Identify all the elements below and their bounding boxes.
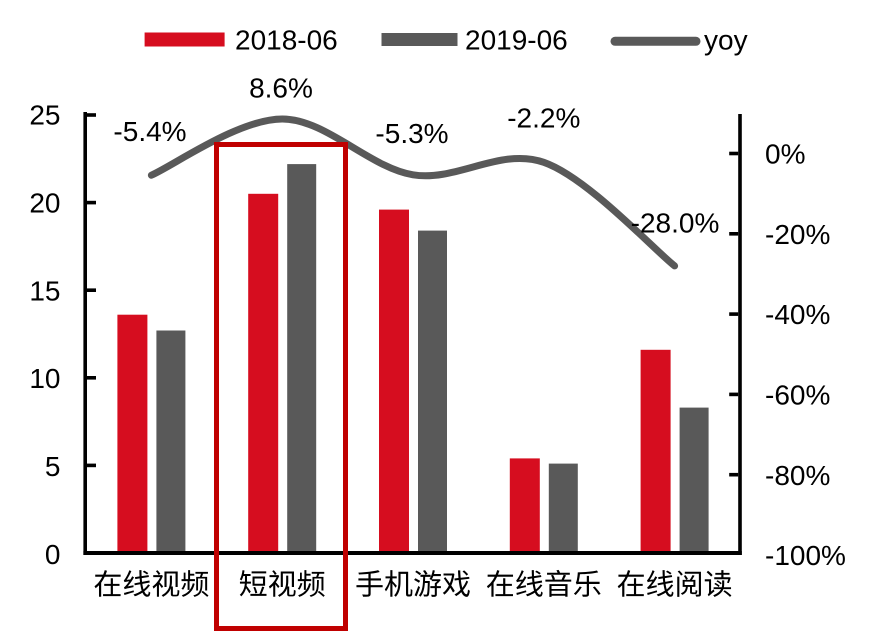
svg-text:-80%: -80% [765,460,830,491]
svg-text:2018-06: 2018-06 [235,25,338,56]
svg-text:2019-06: 2019-06 [465,25,568,56]
svg-text:0: 0 [45,539,61,570]
svg-text:5: 5 [45,451,61,482]
svg-text:-20%: -20% [765,219,830,250]
svg-text:8.6%: 8.6% [249,72,313,103]
svg-text:0%: 0% [765,139,805,170]
svg-text:yoy: yoy [704,25,748,56]
svg-text:10: 10 [29,363,60,394]
svg-text:-100%: -100% [765,540,846,571]
svg-text:-5.3%: -5.3% [375,118,448,149]
svg-text:20: 20 [29,188,60,219]
svg-text:-5.4%: -5.4% [113,116,186,147]
svg-text:-40%: -40% [765,299,830,330]
svg-text:15: 15 [29,275,60,306]
svg-text:25: 25 [29,100,60,131]
svg-text:-2.2%: -2.2% [507,103,580,134]
svg-text:-60%: -60% [765,380,830,411]
svg-text:-28.0%: -28.0% [631,208,720,239]
